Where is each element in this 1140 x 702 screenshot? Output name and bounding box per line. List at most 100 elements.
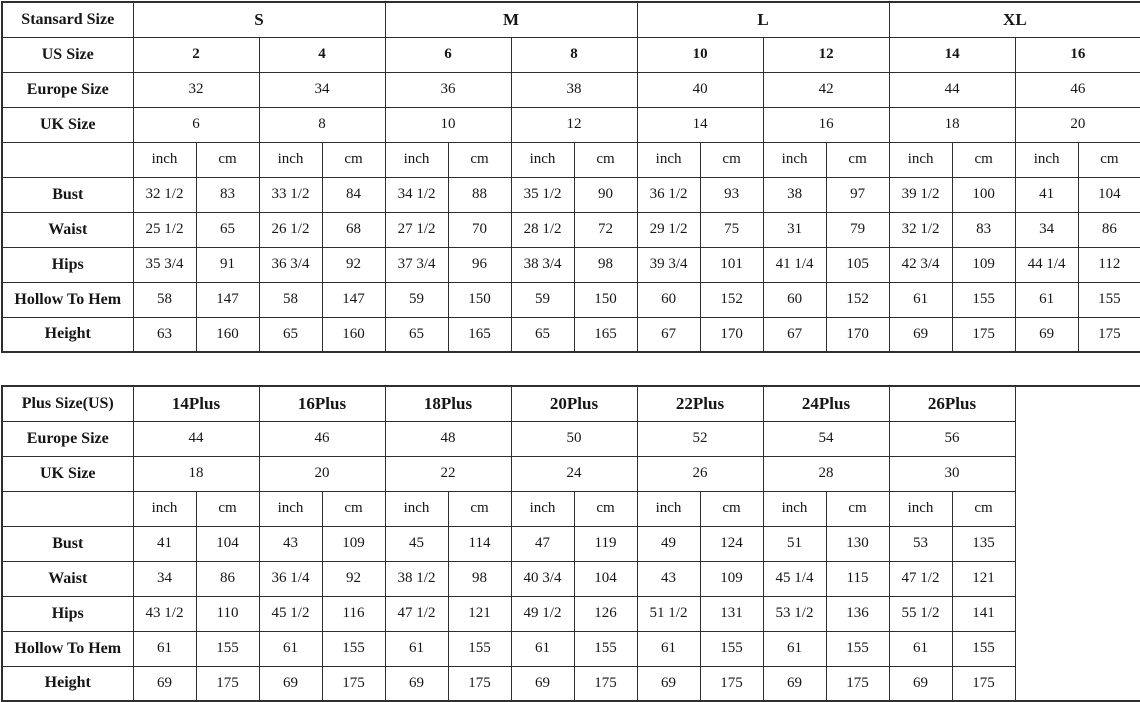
- measurement-value: 155: [1077, 281, 1140, 318]
- measurement-value: 69: [1014, 316, 1079, 353]
- measurement-value: 90: [573, 176, 638, 213]
- measurement-value: 115: [825, 560, 890, 597]
- measurement-value: 141: [951, 595, 1016, 632]
- measurement-value: 41: [1014, 176, 1079, 213]
- measurement-value: 34: [132, 560, 197, 597]
- unit-label-cm: cm: [825, 141, 890, 178]
- unit-label-cm: cm: [447, 141, 512, 178]
- measurement-value: 152: [699, 281, 764, 318]
- measurement-value: 61: [888, 281, 953, 318]
- measurement-value: 175: [1077, 316, 1140, 353]
- measurement-value: 121: [447, 595, 512, 632]
- measurement-value: 31: [762, 211, 827, 248]
- measurement-value: 109: [699, 560, 764, 597]
- measurement-value: 109: [951, 246, 1016, 283]
- measurement-value: 65: [258, 316, 323, 353]
- size-value: 36: [384, 71, 512, 108]
- unit-label-cm: cm: [951, 490, 1016, 527]
- size-value: 50: [510, 420, 638, 457]
- measurement-value: 36 1/2: [636, 176, 701, 213]
- unit-label-cm: cm: [573, 141, 638, 178]
- measurement-value: 43: [258, 525, 323, 562]
- size-group-header: 14Plus: [132, 385, 260, 422]
- size-value: 16: [1014, 36, 1140, 73]
- unit-label-cm: cm: [195, 490, 260, 527]
- size-value: 38: [510, 71, 638, 108]
- measurement-value: 36 1/4: [258, 560, 323, 597]
- size-value: 4: [258, 36, 386, 73]
- measurement-value: 147: [321, 281, 386, 318]
- unit-label-cm: cm: [699, 141, 764, 178]
- size-group-header: 22Plus: [636, 385, 764, 422]
- unit-label-inch: inch: [510, 141, 575, 178]
- measurement-value: 131: [699, 595, 764, 632]
- measurement-value: 45: [384, 525, 449, 562]
- size-value: 20: [1014, 106, 1140, 143]
- unit-label-inch: inch: [384, 141, 449, 178]
- measurement-value: 33 1/2: [258, 176, 323, 213]
- measurement-value: 34 1/2: [384, 176, 449, 213]
- measurement-value: 116: [321, 595, 386, 632]
- size-value: 6: [132, 106, 260, 143]
- measurement-value: 79: [825, 211, 890, 248]
- measurement-value: 32 1/2: [888, 211, 953, 248]
- measurement-value: 175: [951, 316, 1016, 353]
- measurement-value: 104: [1077, 176, 1140, 213]
- unit-label-inch: inch: [384, 490, 449, 527]
- measurement-value: 49 1/2: [510, 595, 575, 632]
- size-row-label: UK Size: [1, 455, 134, 492]
- unit-label-cm: cm: [951, 141, 1016, 178]
- unit-row-spacer: [1, 141, 134, 178]
- size-value: 46: [1014, 71, 1140, 108]
- size-value: 28: [762, 455, 890, 492]
- measurement-label: Hips: [1, 595, 134, 632]
- measurement-value: 155: [195, 630, 260, 667]
- measurement-value: 35 1/2: [510, 176, 575, 213]
- unit-label-inch: inch: [132, 141, 197, 178]
- measurement-value: 67: [636, 316, 701, 353]
- standard-corner-label: Stansard Size: [1, 1, 134, 38]
- unit-label-inch: inch: [132, 490, 197, 527]
- measurement-value: 43 1/2: [132, 595, 197, 632]
- measurement-value: 96: [447, 246, 512, 283]
- size-group-header: 24Plus: [762, 385, 890, 422]
- measurement-value: 36 3/4: [258, 246, 323, 283]
- measurement-value: 110: [195, 595, 260, 632]
- size-value: 8: [258, 106, 386, 143]
- unit-label-inch: inch: [762, 141, 827, 178]
- size-value: 20: [258, 455, 386, 492]
- unit-label-inch: inch: [762, 490, 827, 527]
- unit-label-cm: cm: [573, 490, 638, 527]
- measurement-value: 49: [636, 525, 701, 562]
- measurement-value: 155: [573, 630, 638, 667]
- measurement-label: Height: [1, 316, 134, 353]
- measurement-value: 45 1/4: [762, 560, 827, 597]
- measurement-value: 155: [447, 630, 512, 667]
- measurement-value: 155: [699, 630, 764, 667]
- measurement-value: 61: [132, 630, 197, 667]
- size-value: 32: [132, 71, 260, 108]
- measurement-value: 35 3/4: [132, 246, 197, 283]
- measurement-value: 69: [132, 665, 197, 702]
- measurement-value: 155: [951, 281, 1016, 318]
- measurement-value: 105: [825, 246, 890, 283]
- measurement-value: 47 1/2: [888, 560, 953, 597]
- measurement-label: Bust: [1, 525, 134, 562]
- measurement-value: 92: [321, 560, 386, 597]
- measurement-value: 126: [573, 595, 638, 632]
- size-group-header: 20Plus: [510, 385, 638, 422]
- measurement-value: 65: [384, 316, 449, 353]
- measurement-value: 160: [195, 316, 260, 353]
- measurement-value: 38 3/4: [510, 246, 575, 283]
- measurement-value: 65: [195, 211, 260, 248]
- unit-label-inch: inch: [510, 490, 575, 527]
- size-value: 18: [888, 106, 1016, 143]
- measurement-value: 83: [195, 176, 260, 213]
- size-value: 12: [510, 106, 638, 143]
- measurement-value: 119: [573, 525, 638, 562]
- measurement-value: 83: [951, 211, 1016, 248]
- plus-corner-label: Plus Size(US): [1, 385, 134, 422]
- unit-label-inch: inch: [636, 141, 701, 178]
- unit-label-cm: cm: [321, 490, 386, 527]
